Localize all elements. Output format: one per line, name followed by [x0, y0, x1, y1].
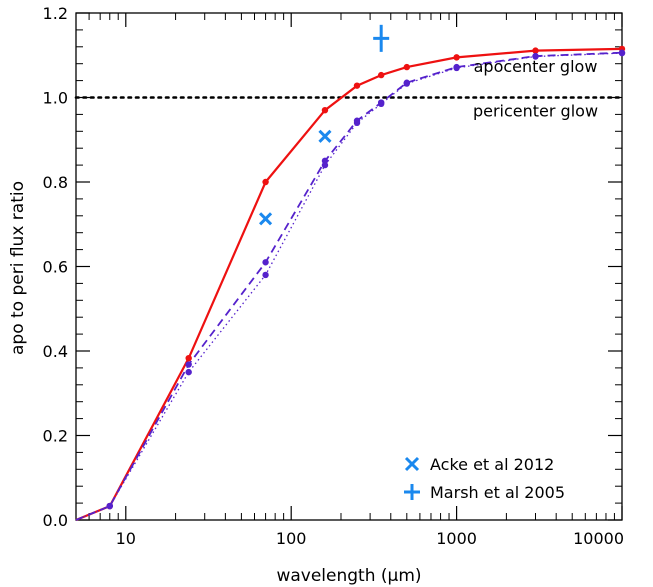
y-tick-label: 0.4	[43, 342, 68, 361]
series-point-dotted	[453, 64, 460, 72]
series-point-dotted	[185, 368, 192, 376]
series-point-solid	[185, 354, 192, 362]
x-axis-label: wavelength (μm)	[276, 566, 421, 586]
series-point-solid	[353, 82, 361, 89]
x-tick-label: 10000	[573, 529, 624, 548]
observation-x-marker	[318, 129, 332, 143]
series-point-dotted	[532, 53, 539, 60]
series-line-dotted	[75, 52, 623, 521]
plot-area: 0.0 0.2 0.4 0.6 0.8 1.0 1.2 10 100 1000 10000 apoce…	[43, 4, 626, 548]
x-tick-label: 100	[276, 529, 307, 548]
series-point-dotted	[377, 100, 385, 108]
series-point-dashed	[185, 361, 192, 368]
series-point-dashed	[262, 259, 269, 266]
series-point-dotted	[618, 49, 626, 57]
series-point-solid	[321, 106, 329, 114]
y-tick-label: 0.2	[43, 427, 68, 446]
plot-frame	[75, 12, 623, 521]
y-tick-label: 0.8	[43, 173, 68, 192]
series-point-dotted	[353, 119, 361, 127]
y-tick-label: 1.2	[43, 4, 68, 23]
series-point-solid	[453, 54, 460, 61]
legend-entry-1: Marsh et al 2005	[430, 483, 565, 502]
legend-entry-0: Acke et al 2012	[430, 455, 554, 474]
y-tick-label: 0.6	[43, 258, 68, 277]
observation-x-marker	[259, 212, 273, 226]
series-point-solid	[262, 178, 269, 186]
x-tick-label: 10	[116, 529, 136, 548]
series-point-solid	[532, 47, 539, 54]
y-tick-label: 1.0	[43, 89, 68, 108]
annotation-0: apocenter glow	[474, 57, 598, 76]
series-point-dotted	[262, 271, 269, 279]
series-point-dotted	[106, 502, 113, 510]
series-point-dotted	[403, 80, 411, 87]
series-point-solid	[377, 71, 385, 79]
series-line-dashed	[75, 51, 623, 521]
y-axis-label: apo to peri flux ratio	[8, 181, 28, 355]
annotation-1: pericenter glow	[473, 102, 598, 121]
series-point-dotted	[321, 161, 329, 169]
y-tick-label: 0.0	[43, 511, 68, 530]
series-point-solid	[403, 63, 411, 71]
legend-x-marker	[404, 456, 420, 472]
x-tick-label: 1000	[436, 529, 477, 548]
